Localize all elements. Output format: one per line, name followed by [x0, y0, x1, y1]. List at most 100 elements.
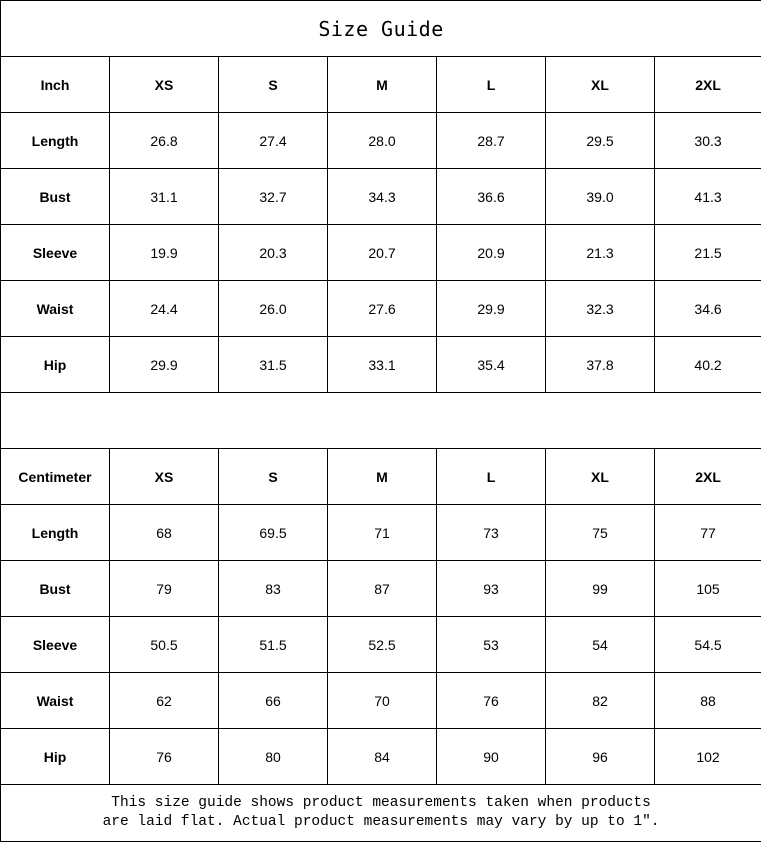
measurement-value: 33.1 — [327, 336, 437, 393]
measurement-value: 28.0 — [327, 112, 437, 169]
measurement-label: Hip — [0, 336, 110, 393]
measurement-value: 29.5 — [545, 112, 655, 169]
note-line-2: are laid flat. Actual product measuremen… — [102, 814, 660, 830]
size-header: M — [327, 56, 437, 113]
table-row: Bust 31.1 32.7 34.3 36.6 39.0 41.3 — [0, 168, 761, 225]
measurement-value: 73 — [436, 504, 546, 561]
measurement-value: 76 — [109, 728, 219, 785]
measurement-label: Waist — [0, 672, 110, 729]
measurement-value: 21.3 — [545, 224, 655, 281]
unit-label: Centimeter — [0, 448, 110, 505]
measurement-value: 20.7 — [327, 224, 437, 281]
size-header: M — [327, 448, 437, 505]
measurement-value: 34.6 — [653, 280, 761, 337]
measurement-value: 32.7 — [218, 168, 328, 225]
unit-label: Inch — [0, 56, 110, 113]
measurement-value: 62 — [109, 672, 219, 729]
measurement-value: 93 — [436, 560, 546, 617]
note-line-1: This size guide shows product measuremen… — [111, 795, 651, 811]
cm-header-row: Centimeter XS S M L XL 2XL — [0, 448, 761, 505]
table-row: Waist 62 66 70 76 82 88 — [0, 672, 761, 729]
measurement-value: 53 — [436, 616, 546, 673]
measurement-value: 105 — [653, 560, 761, 617]
measurement-value: 27.4 — [218, 112, 328, 169]
measurement-value: 40.2 — [653, 336, 761, 393]
measurement-value: 35.4 — [436, 336, 546, 393]
measurement-value: 30.3 — [653, 112, 761, 169]
measurement-value: 21.5 — [653, 224, 761, 281]
measurement-value: 50.5 — [109, 616, 219, 673]
measurement-value: 29.9 — [109, 336, 219, 393]
measurement-value: 75 — [545, 504, 655, 561]
measurement-value: 41.3 — [653, 168, 761, 225]
measurement-value: 70 — [327, 672, 437, 729]
measurement-value: 66 — [218, 672, 328, 729]
measurement-value: 54.5 — [653, 616, 761, 673]
measurement-value: 69.5 — [218, 504, 328, 561]
size-header: S — [218, 448, 328, 505]
measurement-value: 99 — [545, 560, 655, 617]
table-row: Sleeve 19.9 20.3 20.7 20.9 21.3 21.5 — [0, 224, 761, 281]
measurement-label: Waist — [0, 280, 110, 337]
measurement-value: 76 — [436, 672, 546, 729]
measurement-value: 29.9 — [436, 280, 546, 337]
measurement-value: 36.6 — [436, 168, 546, 225]
measurement-value: 90 — [436, 728, 546, 785]
measurement-value: 19.9 — [109, 224, 219, 281]
measurement-value: 82 — [545, 672, 655, 729]
table-row: Hip 29.9 31.5 33.1 35.4 37.8 40.2 — [0, 336, 761, 393]
size-header: 2XL — [653, 448, 761, 505]
measurement-value: 87 — [327, 560, 437, 617]
measurement-value: 88 — [653, 672, 761, 729]
measurement-value: 71 — [327, 504, 437, 561]
measurement-value: 32.3 — [545, 280, 655, 337]
measurement-value: 52.5 — [327, 616, 437, 673]
inch-header-row: Inch XS S M L XL 2XL — [0, 56, 761, 113]
size-header: XL — [545, 56, 655, 113]
measurement-value: 77 — [653, 504, 761, 561]
spacer-cell — [0, 392, 761, 449]
measurement-label: Sleeve — [0, 616, 110, 673]
measurement-label: Bust — [0, 168, 110, 225]
measurement-value: 102 — [653, 728, 761, 785]
measurement-value: 54 — [545, 616, 655, 673]
measurement-value: 31.1 — [109, 168, 219, 225]
size-header: XS — [109, 56, 219, 113]
measurement-value: 80 — [218, 728, 328, 785]
measurement-value: 26.8 — [109, 112, 219, 169]
measurement-label: Hip — [0, 728, 110, 785]
table-row: Length 68 69.5 71 73 75 77 — [0, 504, 761, 561]
measurement-value: 51.5 — [218, 616, 328, 673]
measurement-value: 27.6 — [327, 280, 437, 337]
measurement-value: 20.3 — [218, 224, 328, 281]
measurement-value: 96 — [545, 728, 655, 785]
measurement-label: Length — [0, 504, 110, 561]
measurement-label: Sleeve — [0, 224, 110, 281]
measurement-value: 24.4 — [109, 280, 219, 337]
table-row: Bust 79 83 87 93 99 105 — [0, 560, 761, 617]
table-row: Length 26.8 27.4 28.0 28.7 29.5 30.3 — [0, 112, 761, 169]
measurement-value: 31.5 — [218, 336, 328, 393]
size-header: L — [436, 448, 546, 505]
size-header: XL — [545, 448, 655, 505]
title-row: Size Guide — [0, 0, 761, 57]
size-header: XS — [109, 448, 219, 505]
measurement-label: Bust — [0, 560, 110, 617]
table-row: Hip 76 80 84 90 96 102 — [0, 728, 761, 785]
measurement-value: 34.3 — [327, 168, 437, 225]
measurement-label: Length — [0, 112, 110, 169]
size-header: L — [436, 56, 546, 113]
measurement-value: 84 — [327, 728, 437, 785]
measurement-value: 68 — [109, 504, 219, 561]
measurement-note: This size guide shows product measuremen… — [0, 784, 761, 842]
measurement-value: 26.0 — [218, 280, 328, 337]
measurement-value: 39.0 — [545, 168, 655, 225]
spacer-row — [0, 392, 761, 449]
table-row: Sleeve 50.5 51.5 52.5 53 54 54.5 — [0, 616, 761, 673]
size-header: 2XL — [653, 56, 761, 113]
measurement-value: 37.8 — [545, 336, 655, 393]
measurement-value: 79 — [109, 560, 219, 617]
measurement-value: 20.9 — [436, 224, 546, 281]
measurement-value: 83 — [218, 560, 328, 617]
